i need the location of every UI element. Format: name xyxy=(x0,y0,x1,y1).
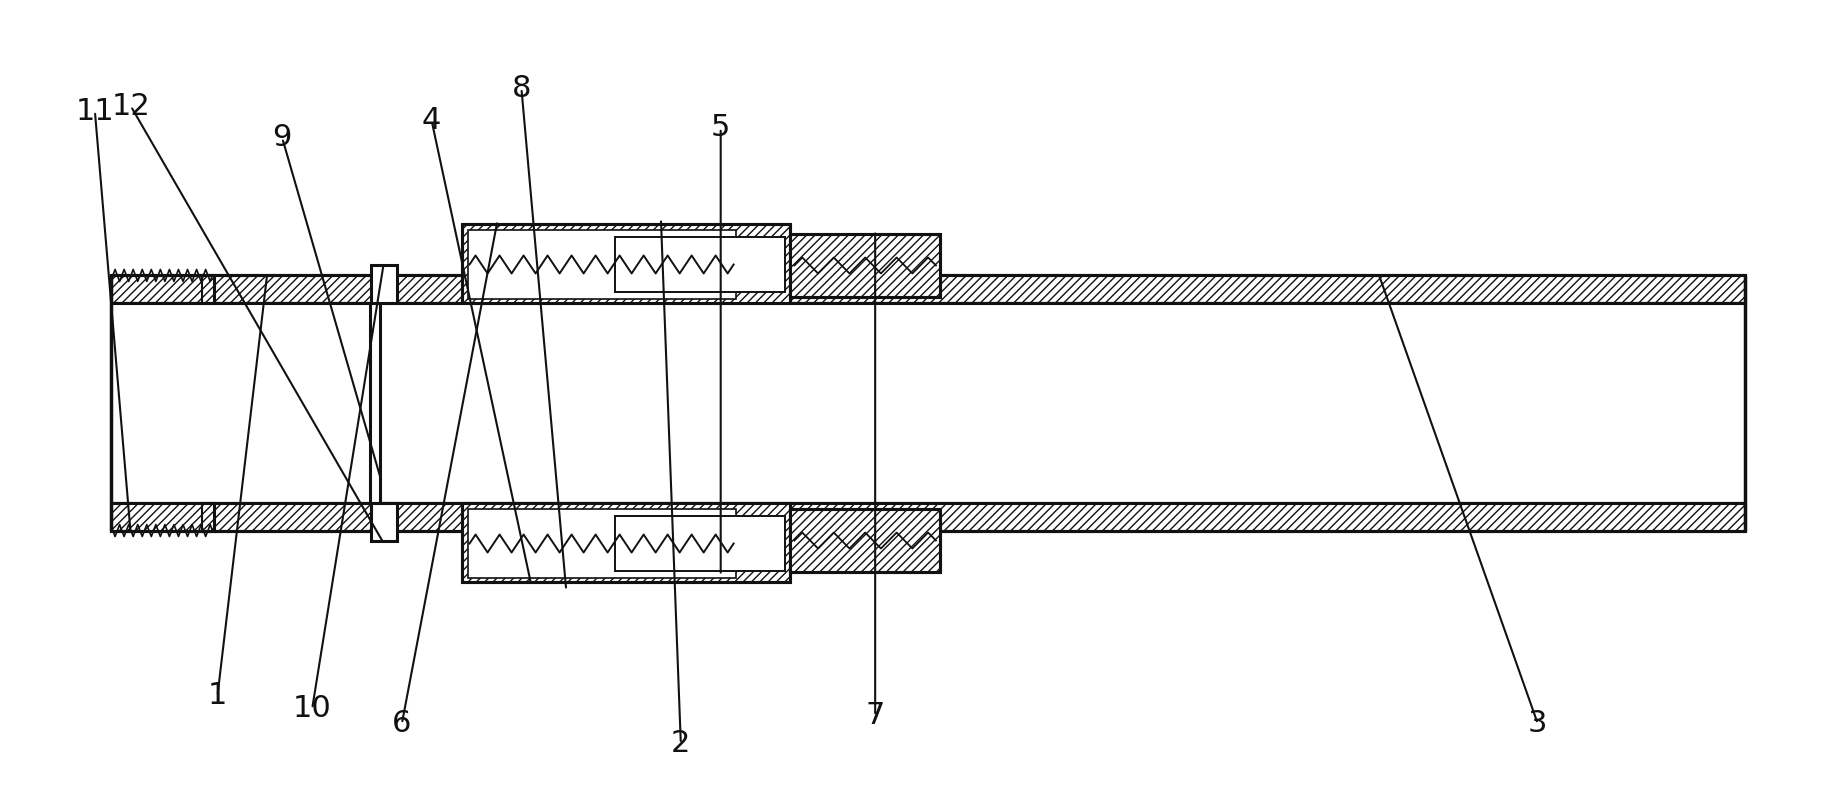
Bar xyxy=(203,303,1745,502)
Bar xyxy=(461,224,790,303)
Bar xyxy=(111,275,214,303)
Text: 2: 2 xyxy=(672,729,690,758)
Bar xyxy=(203,275,1745,303)
Bar xyxy=(371,502,397,540)
Text: 9: 9 xyxy=(273,123,292,152)
Bar xyxy=(467,229,736,299)
Bar xyxy=(111,275,1745,530)
Text: 7: 7 xyxy=(865,701,886,730)
Text: 3: 3 xyxy=(1528,709,1548,738)
Text: 6: 6 xyxy=(393,709,411,738)
Text: 1: 1 xyxy=(208,682,227,711)
Bar xyxy=(790,509,939,572)
Text: 11: 11 xyxy=(76,97,114,126)
Bar xyxy=(203,502,1745,530)
Bar xyxy=(614,516,786,572)
Bar xyxy=(111,502,214,530)
Bar xyxy=(467,509,736,578)
Bar xyxy=(371,266,397,303)
Text: 8: 8 xyxy=(511,73,531,102)
Text: 12: 12 xyxy=(111,92,149,121)
Bar xyxy=(114,304,203,502)
Bar xyxy=(369,303,380,502)
Bar xyxy=(790,233,939,297)
Text: 5: 5 xyxy=(710,114,731,142)
Text: 10: 10 xyxy=(293,695,332,724)
Bar xyxy=(614,237,786,292)
Bar xyxy=(461,502,790,582)
Text: 4: 4 xyxy=(423,106,441,135)
